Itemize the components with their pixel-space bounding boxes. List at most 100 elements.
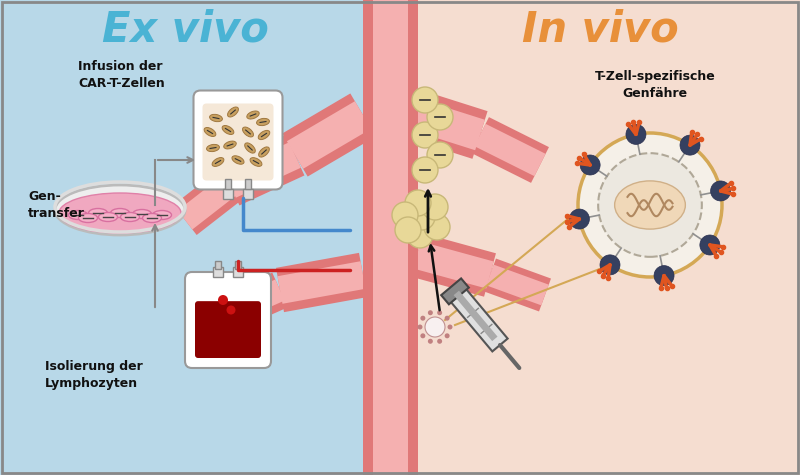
Circle shape (445, 333, 450, 338)
FancyBboxPatch shape (373, 0, 408, 475)
Ellipse shape (247, 111, 259, 119)
Polygon shape (410, 91, 487, 159)
Circle shape (428, 339, 433, 344)
Ellipse shape (59, 193, 181, 233)
Circle shape (427, 104, 453, 130)
Polygon shape (221, 134, 305, 205)
Circle shape (427, 142, 453, 168)
Circle shape (654, 266, 674, 285)
Polygon shape (174, 170, 242, 235)
Ellipse shape (89, 209, 107, 218)
Bar (235, 261, 241, 269)
Polygon shape (411, 233, 496, 297)
Ellipse shape (232, 156, 244, 164)
Circle shape (424, 214, 450, 240)
Ellipse shape (133, 209, 151, 218)
Polygon shape (471, 117, 549, 183)
Ellipse shape (142, 213, 162, 222)
Polygon shape (224, 142, 301, 198)
Circle shape (392, 202, 418, 228)
Ellipse shape (210, 114, 222, 122)
Polygon shape (484, 258, 551, 312)
Ellipse shape (153, 210, 171, 219)
Circle shape (218, 295, 228, 305)
Ellipse shape (250, 158, 262, 166)
FancyBboxPatch shape (373, 0, 408, 475)
Ellipse shape (257, 118, 270, 125)
Circle shape (437, 310, 442, 315)
Polygon shape (474, 124, 546, 176)
Circle shape (680, 135, 700, 155)
Ellipse shape (212, 158, 224, 166)
FancyBboxPatch shape (194, 91, 282, 190)
Text: Infusion der
CAR-T-Zellen: Infusion der CAR-T-Zellen (78, 60, 165, 90)
Circle shape (409, 204, 435, 230)
Ellipse shape (98, 212, 118, 221)
Circle shape (407, 222, 433, 248)
Circle shape (598, 153, 702, 257)
Circle shape (226, 305, 235, 314)
Ellipse shape (258, 147, 270, 157)
Ellipse shape (206, 144, 219, 152)
Circle shape (626, 124, 646, 144)
Circle shape (425, 317, 445, 337)
FancyBboxPatch shape (202, 104, 274, 180)
Ellipse shape (69, 210, 87, 219)
Polygon shape (454, 291, 498, 341)
Ellipse shape (204, 127, 216, 136)
FancyBboxPatch shape (185, 272, 271, 368)
Bar (213, 267, 223, 277)
Ellipse shape (258, 131, 270, 140)
Ellipse shape (222, 125, 234, 134)
Text: Isolierung der
Lymphozyten: Isolierung der Lymphozyten (45, 360, 142, 390)
Polygon shape (486, 265, 549, 305)
Bar (233, 267, 243, 277)
FancyBboxPatch shape (195, 301, 261, 358)
Ellipse shape (78, 213, 98, 222)
Bar (225, 179, 231, 189)
FancyBboxPatch shape (363, 0, 418, 475)
Bar (243, 189, 253, 199)
Circle shape (710, 181, 730, 201)
Polygon shape (447, 285, 508, 352)
Text: T-Zell-spezifische
Genfähre: T-Zell-spezifische Genfähre (594, 70, 715, 100)
Circle shape (437, 339, 442, 344)
Ellipse shape (224, 141, 236, 149)
Circle shape (418, 324, 422, 330)
Circle shape (428, 310, 433, 315)
Circle shape (412, 157, 438, 183)
Circle shape (580, 155, 600, 175)
Text: Gen-
transfer: Gen- transfer (28, 190, 85, 220)
Text: In vivo: In vivo (522, 9, 678, 51)
Polygon shape (227, 273, 288, 327)
Circle shape (412, 87, 438, 113)
Polygon shape (178, 176, 238, 229)
Polygon shape (278, 261, 366, 304)
Ellipse shape (121, 212, 139, 221)
Ellipse shape (110, 209, 130, 218)
Circle shape (420, 316, 426, 321)
FancyBboxPatch shape (363, 0, 418, 475)
Polygon shape (412, 100, 485, 150)
Circle shape (412, 122, 438, 148)
Circle shape (445, 316, 450, 321)
Ellipse shape (55, 185, 185, 235)
Bar (390, 0, 800, 475)
Polygon shape (276, 253, 367, 312)
Bar (245, 179, 251, 189)
Circle shape (600, 255, 620, 275)
Circle shape (420, 333, 426, 338)
Polygon shape (441, 278, 469, 304)
Circle shape (700, 235, 720, 255)
Bar (215, 261, 221, 269)
Circle shape (447, 324, 453, 330)
Circle shape (570, 209, 590, 229)
Text: Ex vivo: Ex vivo (102, 9, 269, 51)
Circle shape (395, 217, 421, 243)
Ellipse shape (242, 127, 254, 137)
Circle shape (422, 194, 448, 220)
Bar (223, 189, 233, 199)
Polygon shape (287, 101, 371, 169)
Circle shape (405, 190, 431, 216)
Ellipse shape (245, 143, 255, 153)
